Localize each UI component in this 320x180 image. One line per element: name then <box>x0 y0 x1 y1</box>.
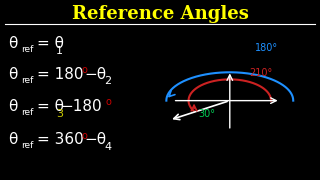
Text: −180: −180 <box>60 99 102 114</box>
Text: θ: θ <box>8 36 17 51</box>
Text: 180°: 180° <box>255 43 278 53</box>
Text: o: o <box>81 130 87 141</box>
Text: = 360: = 360 <box>37 132 84 147</box>
Text: θ: θ <box>8 99 17 114</box>
Text: 2: 2 <box>105 76 112 87</box>
Text: ref: ref <box>21 108 34 117</box>
Text: ref: ref <box>21 76 34 85</box>
Text: −θ: −θ <box>85 132 107 147</box>
Text: = 180: = 180 <box>37 67 84 82</box>
Text: ref: ref <box>21 141 34 150</box>
Text: 1: 1 <box>56 46 63 56</box>
Text: 3: 3 <box>56 109 63 119</box>
Text: = θ: = θ <box>37 36 64 51</box>
Text: o: o <box>81 65 87 75</box>
Text: o: o <box>105 97 111 107</box>
Text: Reference Angles: Reference Angles <box>72 5 248 23</box>
Text: θ: θ <box>8 132 17 147</box>
Text: 4: 4 <box>105 142 112 152</box>
Text: θ: θ <box>8 67 17 82</box>
Text: 210°: 210° <box>249 68 273 78</box>
Text: 30°: 30° <box>198 109 215 119</box>
Text: = θ: = θ <box>37 99 64 114</box>
Text: ref: ref <box>21 45 34 54</box>
Text: −θ: −θ <box>85 67 107 82</box>
